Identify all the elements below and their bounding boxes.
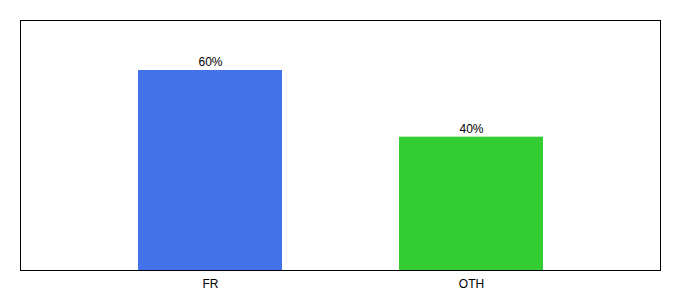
svg-text:40%: 40% bbox=[459, 122, 483, 136]
svg-text:60%: 60% bbox=[198, 55, 222, 69]
svg-text:FR: FR bbox=[203, 277, 219, 291]
svg-text:OTH: OTH bbox=[459, 277, 484, 291]
